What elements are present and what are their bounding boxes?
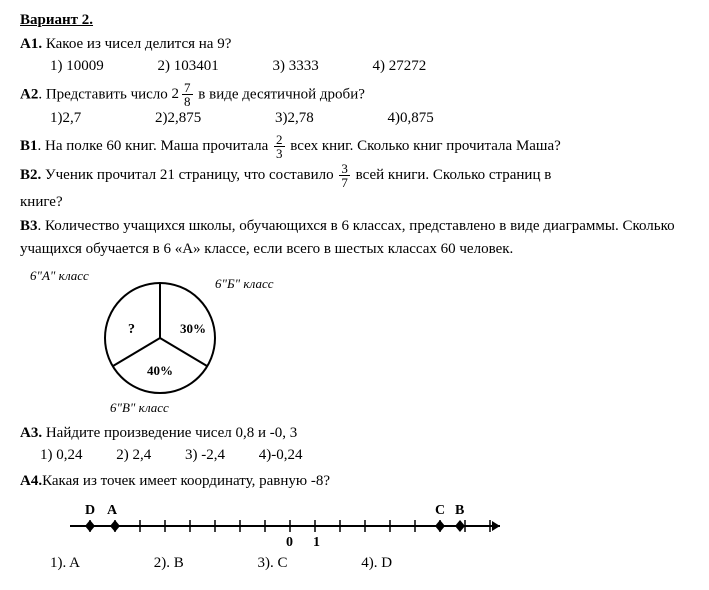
b2-fraction: 37 — [339, 162, 350, 189]
question-a1: А1. Какое из чисел делится на 9? — [20, 33, 689, 56]
a4-text: Какая из точек имеет координату, равную … — [42, 473, 330, 489]
a3-text: Найдите произведение чисел 0,8 и -0, 3 — [42, 425, 297, 441]
pie-sector-40: 40% — [147, 363, 173, 378]
b3-text: . Количество учащихся школы, обучающихся… — [20, 218, 675, 257]
question-b1: В1. На полке 60 книг. Маша прочитала 23 … — [20, 133, 689, 160]
question-a2: А2. Представить число 2 78 в виде десяти… — [20, 81, 689, 108]
number-line: D A C B 01 — [60, 498, 540, 553]
a3-opt3: 3) -2,4 — [185, 447, 225, 464]
a1-opt2: 2) 103401 — [158, 58, 219, 75]
b2-line2: книге? — [20, 191, 689, 214]
a4-opt1: 1). A — [50, 555, 80, 572]
a4-opt4: 4). D — [361, 555, 392, 572]
a3-opt4: 4)-0,24 — [259, 447, 303, 464]
question-a3: А3. Найдите произведение чисел 0,8 и -0,… — [20, 422, 689, 445]
b1-label: В1 — [20, 137, 38, 153]
pie-label-b: 6"Б" класс — [215, 276, 274, 292]
a1-opt1: 1) 10009 — [50, 58, 104, 75]
a4-label: А4. — [20, 473, 42, 489]
b1-post: всех книг. Сколько книг прочитала Маша? — [290, 137, 561, 153]
a2-opt3: 3)2,78 — [275, 110, 314, 127]
a3-opt1: 1) 0,24 — [40, 447, 83, 464]
a1-opt4: 4) 27272 — [373, 58, 427, 75]
b2-label: В2. — [20, 166, 41, 182]
page-title: Вариант 2. — [20, 12, 689, 29]
pie-label-a: 6"А" класс — [30, 268, 89, 284]
pie-svg: 30% 40% ? — [100, 278, 220, 398]
b2-post: всей книги. Сколько страниц в — [356, 166, 552, 182]
a2-post: в виде десятичной дроби? — [198, 86, 365, 102]
svg-text:1: 1 — [313, 535, 320, 550]
svg-text:0: 0 — [286, 535, 293, 550]
a2-label: А2 — [20, 86, 38, 102]
b2-pre: Ученик прочитал 21 страницу, что состави… — [41, 166, 337, 182]
a2-opt1: 1)2,7 — [50, 110, 81, 127]
a1-options: 1) 10009 2) 103401 3) 3333 4) 27272 — [50, 58, 689, 75]
a2-pre: . Представить число — [38, 86, 171, 102]
a4-opt3: 3). C — [258, 555, 288, 572]
a2-opt2: 2)2,875 — [155, 110, 201, 127]
pie-label-v: 6"В" класс — [110, 400, 169, 416]
b3-label: В3 — [20, 218, 38, 234]
question-a4: А4.Какая из точек имеет координату, равн… — [20, 470, 689, 493]
a3-label: А3. — [20, 425, 42, 441]
b1-pre: . На полке 60 книг. Маша прочитала — [38, 137, 273, 153]
a4-opt2: 2). B — [154, 555, 184, 572]
pie-sector-q: ? — [128, 322, 135, 337]
numline-svg: 01 — [60, 498, 520, 553]
question-b2: В2. Ученик прочитал 21 страницу, что сос… — [20, 162, 689, 189]
pie-chart: 6"А" класс 6"Б" класс 6"В" класс 30% 40%… — [30, 268, 310, 418]
a2-options: 1)2,7 2)2,875 3)2,78 4)0,875 — [50, 110, 689, 127]
a1-label: А1. — [20, 36, 42, 52]
a1-opt3: 3) 3333 — [273, 58, 319, 75]
a3-opt2: 2) 2,4 — [116, 447, 151, 464]
a4-options: 1). A 2). B 3). C 4). D — [50, 555, 689, 572]
question-b3: В3. Количество учащихся школы, обучающих… — [20, 215, 689, 260]
a3-options: 1) 0,24 2) 2,4 3) -2,4 4)-0,24 — [40, 447, 689, 464]
pie-sector-30: 30% — [180, 321, 206, 336]
a2-opt4: 4)0,875 — [388, 110, 434, 127]
a1-text: Какое из чисел делится на 9? — [46, 36, 232, 52]
a2-fraction: 2 78 — [172, 81, 195, 108]
b1-fraction: 23 — [274, 133, 285, 160]
